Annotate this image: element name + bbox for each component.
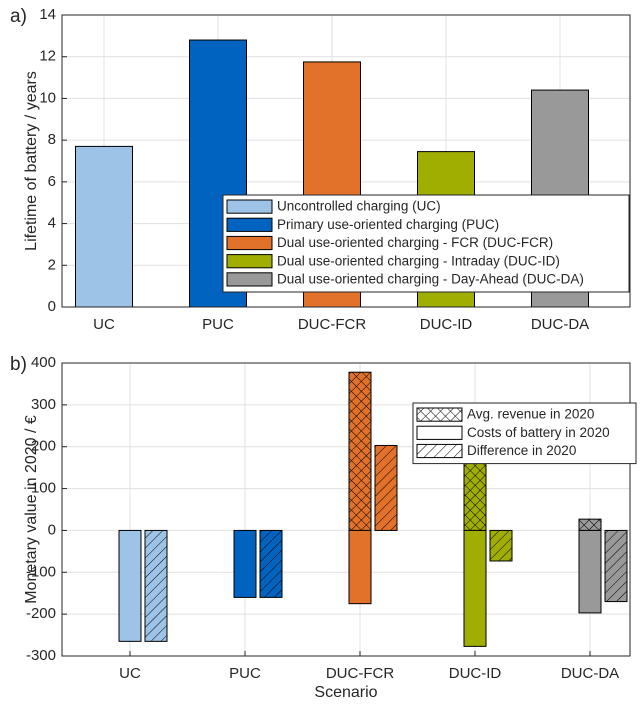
bar-hatch: [464, 445, 486, 531]
legend-swatch: [226, 235, 273, 251]
bar: [348, 529, 372, 605]
y-tick-label: 100: [31, 480, 56, 497]
y-tick-label: 2: [48, 256, 56, 273]
y-tick-label: -300: [26, 647, 56, 664]
y-tick-label: -100: [26, 563, 56, 580]
legend-label: Costs of battery in 2020: [467, 425, 610, 440]
legend-swatch: [226, 272, 273, 287]
legend-label: Avg. revenue in 2020: [467, 407, 594, 422]
legend-hatch: [417, 408, 462, 422]
bar: [463, 529, 487, 647]
legend-swatch: [226, 199, 273, 214]
y-tick-label: 0: [48, 521, 56, 538]
x-tick-label: DUC-ID: [449, 665, 502, 682]
bar: [75, 145, 133, 308]
legend-swatch: [226, 217, 273, 232]
panel-label: b): [10, 354, 27, 375]
x-tick-label: DUC-FCR: [326, 665, 394, 682]
x-tick-label: DUC-DA: [531, 316, 589, 333]
legend-label: Dual use-oriented charging - FCR (DUC-FC…: [277, 235, 553, 250]
legend-label: Primary use-oriented charging (PUC): [277, 217, 499, 232]
x-tick-label: PUC: [202, 316, 234, 333]
legend-label: Uncontrolled charging (UC): [277, 199, 441, 214]
bar-hatch: [349, 372, 371, 531]
legend-label: Dual use-oriented charging - Day-Ahead (…: [277, 271, 584, 286]
bar-hatch: [490, 530, 512, 561]
legend-swatch: [226, 254, 273, 269]
axes-box: [61, 14, 631, 308]
legend-label: Difference in 2020: [467, 443, 576, 458]
y-tick-label: 12: [39, 48, 56, 65]
axes-box: [61, 362, 631, 657]
legend-hatch: [417, 444, 462, 458]
y-tick-label: 14: [39, 6, 56, 23]
bar-hatch: [145, 530, 167, 642]
bar: [578, 529, 602, 614]
x-tick-label: DUC-FCR: [298, 316, 366, 333]
x-tick-label: DUC-DA: [561, 665, 619, 682]
y-axis-label: Monetary value in 2020 / €: [23, 415, 40, 604]
y-tick-label: 300: [31, 396, 56, 413]
legend: Avg. revenue in 2020 Costs of battery in …: [412, 402, 637, 465]
bar-hatch: [260, 530, 282, 598]
bar-hatch: [605, 530, 627, 602]
bar: [118, 529, 142, 642]
y-tick-label: 400: [31, 354, 56, 371]
legend-swatch: [416, 425, 463, 440]
y-tick-label: 0: [48, 298, 56, 315]
bar-hatch: [579, 519, 601, 531]
bar: [233, 529, 257, 598]
y-tick-label: 10: [39, 89, 56, 106]
y-tick-label: 200: [31, 438, 56, 455]
y-tick-label: 6: [48, 173, 56, 190]
x-axis-label: Scenario: [314, 684, 377, 701]
panel-label: a): [10, 6, 27, 27]
x-tick-label: UC: [119, 665, 141, 682]
legend-box: [222, 194, 630, 293]
y-tick-label: 8: [48, 131, 56, 148]
x-tick-label: DUC-ID: [420, 316, 473, 333]
legend: Uncontrolled charging (UC) Primary use-or…: [222, 194, 630, 293]
x-tick-label: PUC: [229, 665, 261, 682]
x-tick-label: UC: [93, 316, 115, 333]
legend-label: Dual use-oriented charging - Intraday (D…: [277, 253, 560, 268]
y-tick-label: -200: [26, 605, 56, 622]
bar-hatch: [375, 445, 397, 531]
y-axis-label: Lifetime of battery / years: [23, 71, 40, 251]
y-tick-label: 4: [48, 215, 56, 232]
